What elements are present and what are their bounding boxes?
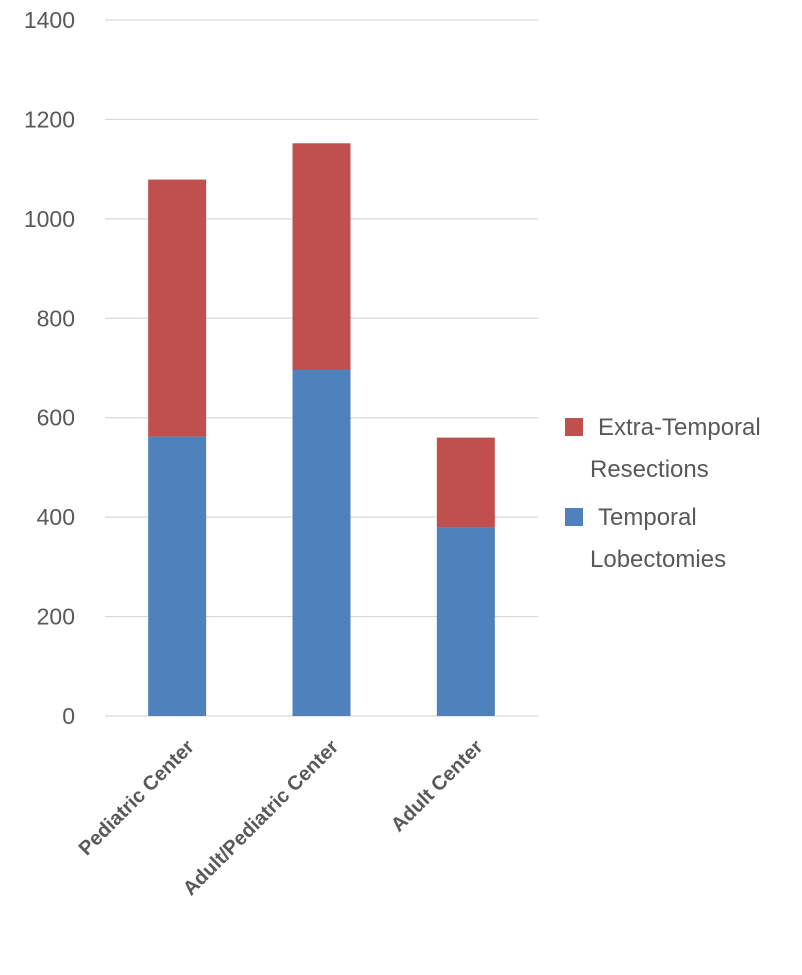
y-tick-label: 1200 bbox=[24, 106, 75, 132]
legend: Extra-Temporal Resections Temporal Lobectom… bbox=[565, 414, 761, 573]
bars bbox=[148, 143, 495, 716]
y-tick-label: 400 bbox=[37, 504, 75, 530]
legend-label: Temporal bbox=[598, 504, 697, 531]
y-axis-ticks: 0 200 400 600 800 1000 1200 1400 bbox=[24, 7, 75, 729]
legend-swatch bbox=[565, 418, 583, 436]
x-tick-label: Adult Center bbox=[387, 736, 488, 837]
legend-swatch bbox=[565, 508, 583, 526]
legend-label: Extra-Temporal bbox=[598, 414, 761, 441]
y-tick-label: 1400 bbox=[24, 7, 75, 33]
y-tick-label: 800 bbox=[37, 305, 75, 331]
y-tick-label: 600 bbox=[37, 405, 75, 431]
legend-label: Lobectomies bbox=[590, 546, 726, 573]
bar-segment-temporal-lobectomies bbox=[148, 436, 207, 716]
legend-label: Resections bbox=[590, 456, 709, 483]
bar-segment-temporal-lobectomies bbox=[436, 527, 495, 716]
bar-segment-extra-temporal-resections bbox=[292, 143, 351, 370]
y-tick-label: 1000 bbox=[24, 206, 75, 232]
bar-segment-extra-temporal-resections bbox=[436, 437, 495, 528]
x-tick-label: Adult/Pediatric Center bbox=[179, 736, 343, 900]
bar-segment-temporal-lobectomies bbox=[292, 369, 351, 716]
bar-segment-extra-temporal-resections bbox=[148, 179, 207, 437]
y-tick-label: 0 bbox=[62, 703, 75, 729]
x-tick-label: Pediatric Center bbox=[75, 736, 199, 860]
y-tick-label: 200 bbox=[37, 604, 75, 630]
